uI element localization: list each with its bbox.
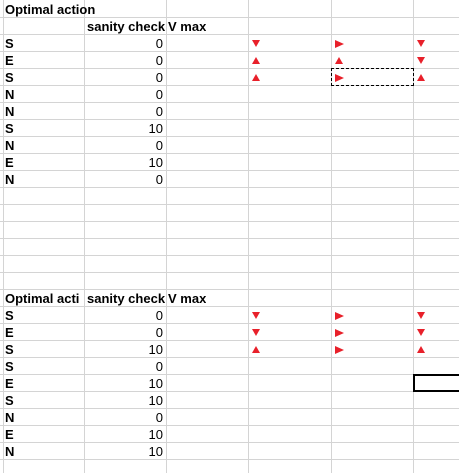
sanity-value-cell[interactable]: 0 [155, 70, 163, 85]
grid-row-line [0, 85, 459, 86]
action-label-cell[interactable]: N [5, 138, 15, 153]
sanity-value-cell[interactable]: 0 [155, 410, 163, 425]
grid-row-line [0, 442, 459, 443]
grid-row-line [0, 238, 459, 239]
grid-row-line [0, 306, 459, 307]
sanity-value-cell[interactable]: 0 [155, 325, 163, 340]
grid-column-line [84, 0, 85, 473]
action-label-cell[interactable]: E [5, 376, 14, 391]
sanity-value-cell[interactable]: 0 [155, 172, 163, 187]
arrow-right-icon [334, 328, 344, 337]
grid-row-line [0, 374, 459, 375]
grid-row-line [0, 459, 459, 460]
arrow-up-icon [252, 346, 260, 353]
grid-row-line [0, 340, 459, 341]
grid-row-line [0, 391, 459, 392]
grid-row-line [0, 204, 459, 205]
grid-column-line [166, 0, 167, 473]
sanity-value-cell[interactable]: 0 [155, 104, 163, 119]
grid-row-line [0, 221, 459, 222]
action-label-cell[interactable]: N [5, 87, 15, 102]
grid-row-line [0, 68, 459, 69]
grid-row-line [0, 102, 459, 103]
sanity-value-cell[interactable]: 10 [148, 393, 163, 408]
grid-row-line [0, 408, 459, 409]
sanity-value-cell[interactable]: 0 [155, 36, 163, 51]
arrow-down-icon [252, 40, 260, 47]
grid-row-line [0, 357, 459, 358]
arrow-right-icon [334, 345, 344, 354]
action-label-cell[interactable]: E [5, 325, 14, 340]
action-label-cell[interactable]: N [5, 410, 15, 425]
grid-row-line [0, 170, 459, 171]
sanity-value-cell[interactable]: 0 [155, 308, 163, 323]
grid-row-line [0, 323, 459, 324]
sanity-check-header: sanity check [87, 19, 166, 34]
action-label-cell[interactable]: S [5, 342, 14, 357]
action-label-cell[interactable]: N [5, 444, 15, 459]
action-label-cell[interactable]: E [5, 155, 14, 170]
sanity-value-cell[interactable]: 10 [148, 427, 163, 442]
action-label-cell[interactable]: S [5, 308, 14, 323]
sanity-value-cell[interactable]: 10 [148, 444, 163, 459]
grid-row-line [0, 289, 459, 290]
action-label-cell[interactable]: E [5, 53, 14, 68]
grid-row-line [0, 153, 459, 154]
arrow-up-icon [252, 74, 260, 81]
arrow-down-icon [417, 312, 425, 319]
sanity-value-cell[interactable]: 10 [148, 342, 163, 357]
arrow-down-icon [252, 329, 260, 336]
grid-column-line [3, 0, 4, 473]
action-label-cell[interactable]: S [5, 393, 14, 408]
grid-row-line [0, 255, 459, 256]
grid-row-line [0, 136, 459, 137]
sanity-value-cell[interactable]: 10 [148, 155, 163, 170]
grid-column-line [331, 0, 332, 473]
sanity-value-cell[interactable]: 10 [148, 376, 163, 391]
optimal-action-title: Optimal action [5, 2, 96, 17]
action-label-cell[interactable]: S [5, 36, 14, 51]
arrow-down-icon [417, 40, 425, 47]
arrow-down-icon [417, 57, 425, 64]
vmax-header-2: V max [168, 291, 207, 306]
arrow-down-icon [417, 329, 425, 336]
sanity-value-cell[interactable]: 0 [155, 87, 163, 102]
action-label-cell[interactable]: N [5, 172, 15, 187]
action-label-cell[interactable]: S [5, 70, 14, 85]
optimal-action-title-2: Optimal acti [5, 291, 80, 306]
arrow-right-icon [334, 39, 344, 48]
arrow-up-icon [417, 346, 425, 353]
action-label-cell[interactable]: E [5, 427, 14, 442]
active-cell-cursor[interactable] [413, 374, 459, 392]
grid-row-line [0, 51, 459, 52]
sanity-value-cell[interactable]: 10 [148, 121, 163, 136]
grid-row-line [0, 119, 459, 120]
action-label-cell[interactable]: N [5, 104, 15, 119]
sanity-check-header-2: sanity check [87, 291, 166, 306]
grid-row-line [0, 425, 459, 426]
grid-column-line [413, 0, 414, 473]
grid-row-line [0, 34, 459, 35]
arrow-right-icon [334, 73, 344, 82]
arrow-up-icon [335, 57, 343, 64]
grid-row-line [0, 187, 459, 188]
grid-row-line [0, 272, 459, 273]
sanity-value-cell[interactable]: 0 [155, 138, 163, 153]
grid-column-line [248, 0, 249, 473]
arrow-up-icon [252, 57, 260, 64]
sanity-value-cell[interactable]: 0 [155, 359, 163, 374]
vmax-header: V max [168, 19, 207, 34]
action-label-cell[interactable]: S [5, 121, 14, 136]
arrow-up-icon [417, 74, 425, 81]
arrow-down-icon [252, 312, 260, 319]
grid-row-line [0, 17, 459, 18]
arrow-right-icon [334, 311, 344, 320]
sanity-value-cell[interactable]: 0 [155, 53, 163, 68]
action-label-cell[interactable]: S [5, 359, 14, 374]
copy-selection-marquee [331, 68, 414, 86]
